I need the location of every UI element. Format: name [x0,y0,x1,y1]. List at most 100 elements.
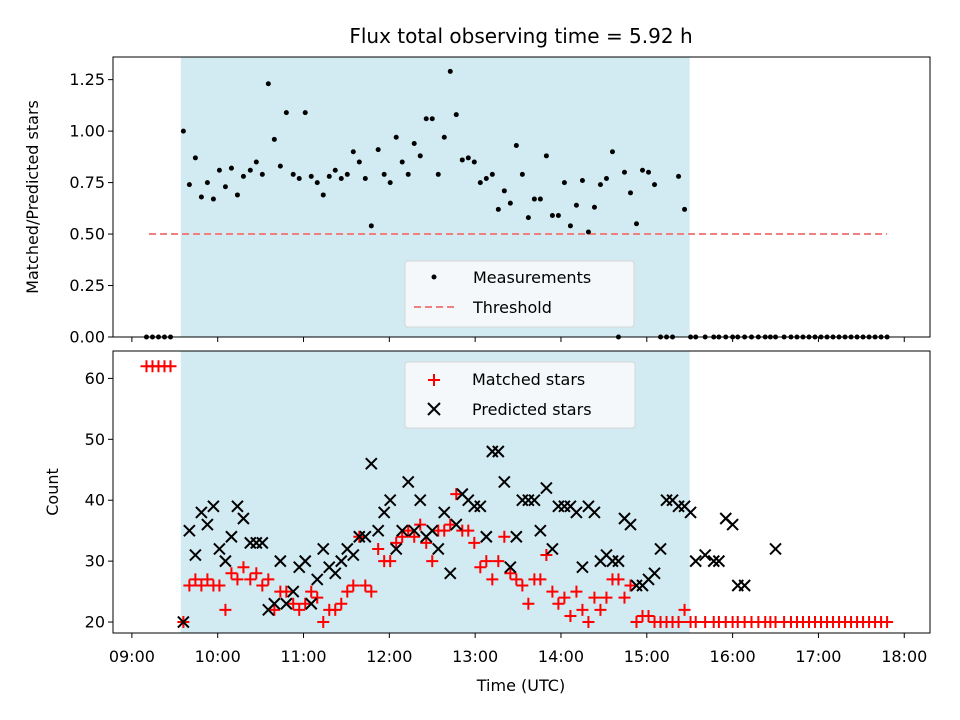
matched-star-point [372,542,385,555]
chart-title: Flux total observing time = 5.92 h [349,24,692,48]
measurement-point [555,213,561,219]
matched-star-point [183,579,196,592]
predicted-star-point [769,542,782,556]
x-tick-label: 12:00 [366,647,412,666]
measurement-point [368,223,374,229]
matched-star-point [195,579,208,592]
predicted-star-point [528,494,541,507]
measurement-point [411,140,417,146]
measurement-point [507,200,513,206]
matched-star-point [262,573,275,586]
x-tick-label: 14:00 [538,647,584,666]
matched-star-point [390,536,403,549]
predicted-star-point [299,554,312,568]
legend-measurements: Measurements [473,268,591,287]
matched-star-point [498,530,511,543]
measurement-point [640,167,646,173]
predicted-star-point [195,506,208,519]
measurement-point [253,159,259,165]
matched-star-point [438,524,451,537]
matched-star-point [534,573,547,586]
measurement-point [320,192,326,198]
y-tick-label: 40 [85,491,105,510]
measurement-point [283,110,289,116]
measurement-point [531,196,537,202]
bottom-panel: 20 30 40 50 60 09:00 10:00 11:00 12:00 13:00 14:0… [43,350,931,695]
x-tick-label: 17:00 [795,647,841,666]
predicted-star-point [311,573,324,586]
matched-star-point [570,585,583,598]
matched-star-point [474,561,487,574]
matched-star-point [594,603,607,616]
matched-star-point [450,488,463,501]
predicted-star-point [408,524,421,537]
measurement-point [302,110,308,116]
predicted-star-point [576,561,589,574]
predicted-star-point [335,554,348,568]
predicted-star-point [432,542,445,556]
measurement-point [326,173,332,179]
matched-stars-series [140,360,894,629]
predicted-star-point [726,518,739,531]
measurement-point [314,180,320,186]
matched-star-point [280,585,293,598]
matched-star-point [468,536,481,549]
measurement-point [277,163,283,169]
predicted-star-point [698,548,712,562]
predicted-star-point [570,506,583,519]
matched-star-point [564,609,577,622]
x-tick-label: 15:00 [624,647,670,666]
measurement-point [646,169,652,175]
predicted-star-point [317,542,330,556]
bottom-y-axis-label: Count [43,468,62,516]
predicted-star-point [183,524,196,537]
measurement-point [387,180,393,186]
top-x-ticks [131,337,905,342]
measurement-point [228,165,234,171]
measurement-point [495,206,501,212]
x-tick-label: 10:00 [195,647,241,666]
predicted-star-point [438,506,451,519]
predicted-star-point [177,615,190,629]
measurement-point [435,171,441,177]
predicted-star-point [219,554,232,568]
predicted-star-point [684,506,697,519]
predicted-star-point [450,518,463,531]
measurement-point [459,157,465,163]
matched-star-point [672,616,685,629]
measurement-point [399,159,405,165]
predicted-star-point [268,597,281,610]
predicted-star-point [365,457,378,470]
measurement-point [210,196,216,202]
matched-star-point [414,518,427,531]
predicted-star-point [480,530,493,543]
measurement-point [375,147,381,153]
matched-star-point [480,555,493,568]
y-tick-label: 0.50 [69,225,105,244]
predicted-star-point [225,530,238,543]
predicted-star-point [498,475,511,489]
predicted-star-point [712,554,726,568]
measurement-point [216,167,222,173]
measurement-point [549,213,555,219]
measurement-point [543,153,549,159]
measurement-point [513,143,519,149]
measurement-point [567,223,573,229]
matched-star-point [299,597,312,610]
y-tick-label: 1.00 [69,122,105,141]
predicted-star-point [546,542,559,556]
bottom-x-ticks: 09:00 10:00 11:00 12:00 13:00 14:00 15:00 16:00… [109,633,927,666]
measurement-point [405,171,411,177]
predicted-star-point [213,542,226,556]
matched-star-point [678,603,691,616]
measurement-point [222,184,228,190]
y-tick-label: 0.00 [69,328,105,347]
matched-star-point [225,567,238,580]
predicted-star-point [689,554,702,568]
measurement-point [591,204,597,210]
predicted-star-point [207,500,220,513]
measurement-point [561,180,567,186]
measurement-point [603,175,609,181]
predicted-star-point [648,567,661,580]
matched-star-point [341,585,354,598]
